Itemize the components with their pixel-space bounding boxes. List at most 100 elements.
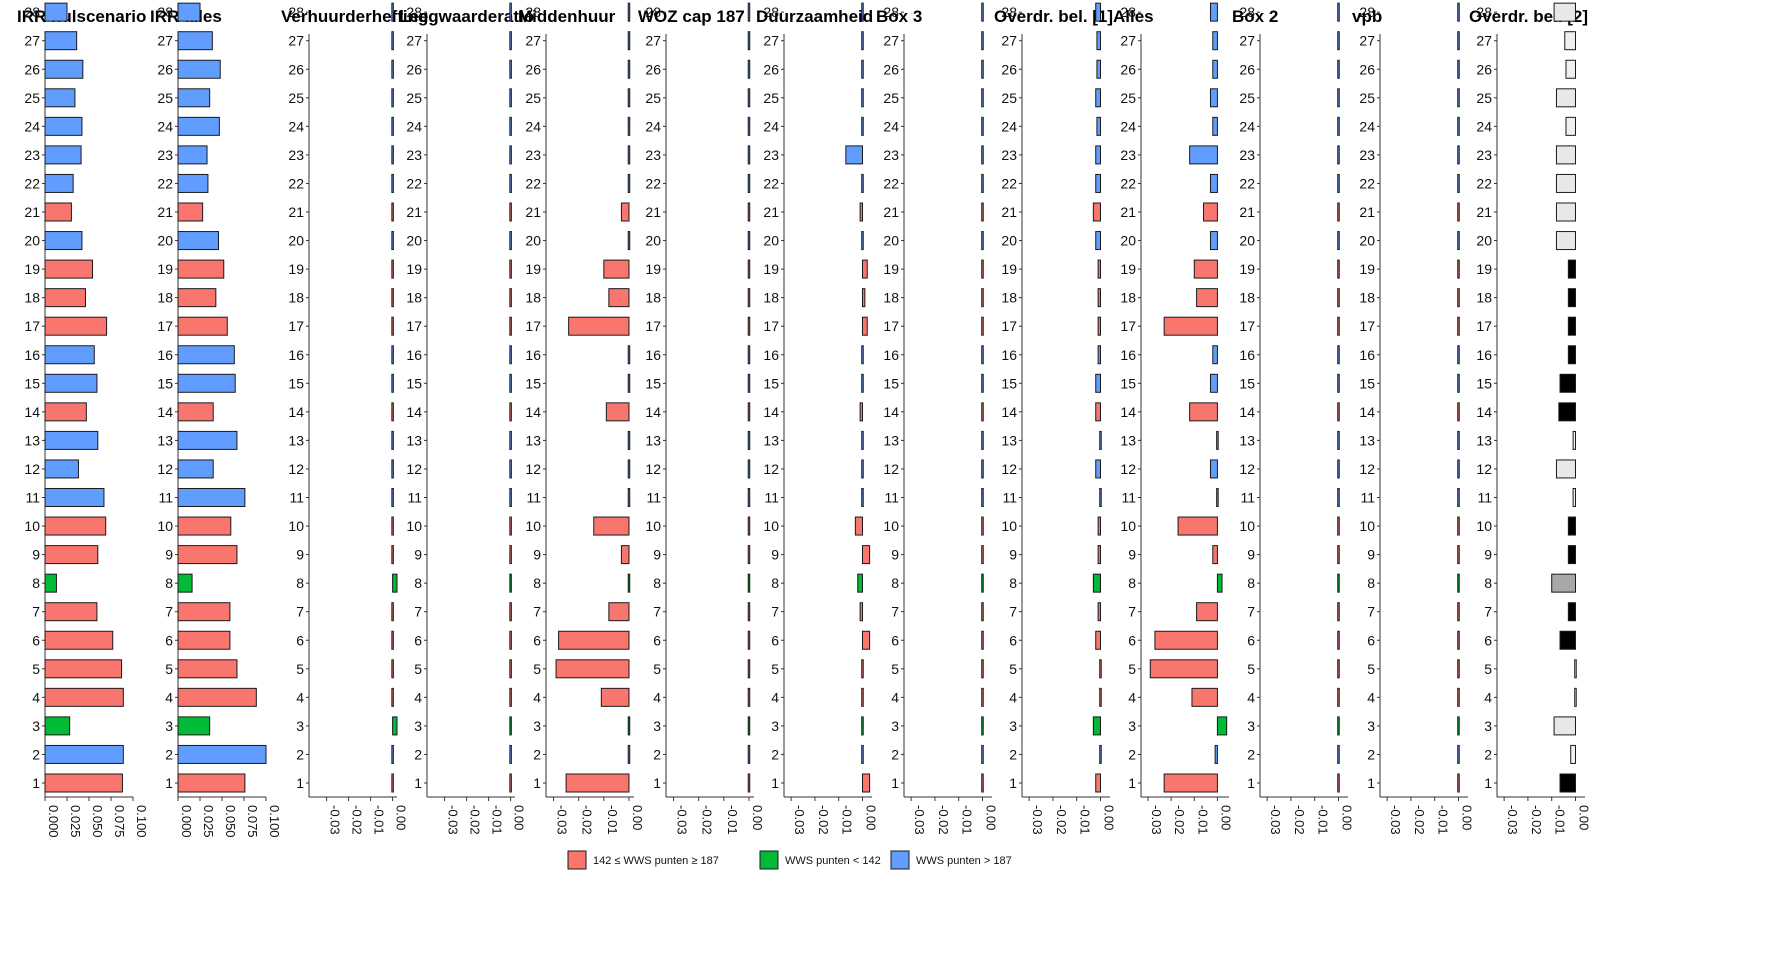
y-tick-label: 3 [296,718,304,734]
bar [1457,288,1460,308]
bar [1551,573,1576,593]
bar [1337,31,1340,51]
bar [1095,402,1101,422]
y-tick-label: 20 [1239,233,1255,249]
y-tick-label: 23 [645,147,661,163]
y-tick-label: 28 [883,4,899,20]
bar [1457,231,1460,251]
x-tick-label: -0.03 [1030,805,1045,835]
y-tick-label: 8 [1247,575,1255,591]
y-tick-label: 14 [24,404,40,420]
bar [1203,202,1218,222]
y-tick-label: 17 [763,318,779,334]
x-tick-label: -0.02 [700,805,715,835]
bar [981,345,984,365]
bar [1096,59,1101,79]
y-tick-label: 8 [296,575,304,591]
y-tick-label: 27 [24,33,40,49]
bar [747,59,751,79]
bar [1457,402,1460,422]
y-tick-label: 12 [288,461,304,477]
bar [1337,516,1340,536]
bar [981,173,984,193]
panel-verhuurderheffing: Verhuurderheffing12345678910111213141516… [281,2,428,835]
bar [981,659,984,679]
y-tick-label: 15 [883,375,899,391]
y-tick-label: 21 [1359,204,1375,220]
y-tick-label: 1 [653,775,661,791]
bar [1337,145,1340,165]
bar [509,288,512,308]
y-tick-label: 1 [1367,775,1375,791]
y-tick-label: 7 [533,604,541,620]
y-tick-label: 24 [24,118,40,134]
y-tick-label: 9 [1009,547,1017,563]
bar [627,716,631,736]
y-tick-label: 4 [1009,689,1017,705]
bar [1555,231,1576,251]
y-tick-label: 20 [763,233,779,249]
y-tick-label: 7 [891,604,899,620]
x-tick-label: -0.02 [1292,805,1307,835]
y-tick-label: 17 [288,318,304,334]
bar [1337,630,1340,650]
y-tick-label: 11 [289,490,304,506]
y-tick-label: 23 [525,147,541,163]
bar [1209,173,1218,193]
bar [1337,744,1340,764]
bar [861,88,864,108]
bar [981,202,984,222]
bar [747,231,751,251]
bar [391,173,394,193]
x-tick-label: -0.01 [1316,805,1331,835]
y-tick-label: 28 [157,4,173,20]
bar [391,402,394,422]
bar [747,459,751,479]
y-tick-label: 10 [157,518,173,534]
y-tick-label: 25 [406,90,422,106]
y-tick-label: 22 [1239,175,1255,191]
y-tick-label: 24 [1001,118,1017,134]
y-tick-label: 10 [1476,518,1492,534]
bar [861,488,864,507]
bar [509,345,512,365]
y-tick-label: 15 [1359,375,1375,391]
y-tick-label: 13 [525,432,541,448]
bar [1457,516,1460,536]
y-tick-label: 26 [1359,61,1375,77]
x-tick-label: 0.100 [267,805,282,838]
y-tick-label: 15 [645,375,661,391]
bar [391,602,394,622]
bar [981,316,984,336]
y-tick-label: 12 [525,461,541,477]
y-tick-label: 16 [157,347,173,363]
y-tick-label: 11 [1121,490,1136,506]
y-tick-label: 3 [165,718,173,734]
bar [1216,573,1223,593]
bar [861,545,871,565]
y-tick-label: 13 [1359,432,1375,448]
y-tick-label: 7 [165,604,173,620]
y-tick-label: 2 [1247,746,1255,762]
bar [747,316,751,336]
bar [1092,202,1101,222]
bar [392,716,398,736]
y-tick-label: 6 [891,632,899,648]
bar [509,31,512,51]
bar [1095,773,1101,793]
x-tick-label: -0.03 [1388,805,1403,835]
x-tick-label: -0.03 [555,805,570,835]
bar [509,573,512,593]
y-tick-label: 18 [763,290,779,306]
bar [44,602,98,622]
bar [747,602,751,622]
y-tick-label: 11 [1002,490,1017,506]
y-tick-label: 3 [32,718,40,734]
y-tick-label: 28 [525,4,541,20]
bar [391,88,394,108]
bar [44,116,83,136]
y-tick-label: 24 [883,118,899,134]
bar [1457,116,1460,136]
bar [981,459,984,479]
bar [627,459,631,479]
